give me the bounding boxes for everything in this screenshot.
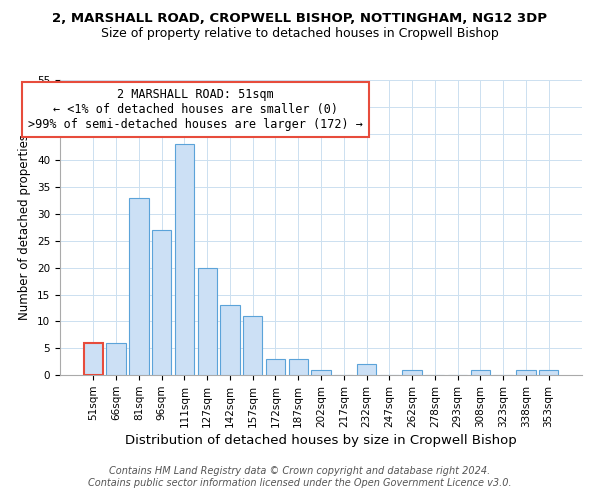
Bar xyxy=(516,370,536,375)
Bar xyxy=(197,268,217,375)
Text: Size of property relative to detached houses in Cropwell Bishop: Size of property relative to detached ho… xyxy=(101,28,499,40)
Bar xyxy=(470,370,490,375)
X-axis label: Distribution of detached houses by size in Cropwell Bishop: Distribution of detached houses by size … xyxy=(125,434,517,447)
Bar xyxy=(84,343,103,375)
Bar xyxy=(220,306,239,375)
Bar xyxy=(266,359,285,375)
Bar xyxy=(289,359,308,375)
Bar xyxy=(357,364,376,375)
Bar xyxy=(403,370,422,375)
Bar xyxy=(311,370,331,375)
Bar xyxy=(243,316,262,375)
Text: 2, MARSHALL ROAD, CROPWELL BISHOP, NOTTINGHAM, NG12 3DP: 2, MARSHALL ROAD, CROPWELL BISHOP, NOTTI… xyxy=(53,12,548,26)
Bar xyxy=(106,343,126,375)
Text: Contains HM Land Registry data © Crown copyright and database right 2024.
Contai: Contains HM Land Registry data © Crown c… xyxy=(88,466,512,487)
Bar xyxy=(129,198,149,375)
Bar xyxy=(175,144,194,375)
Bar xyxy=(152,230,172,375)
Y-axis label: Number of detached properties: Number of detached properties xyxy=(19,134,31,320)
Bar xyxy=(539,370,558,375)
Text: 2 MARSHALL ROAD: 51sqm
← <1% of detached houses are smaller (0)
>99% of semi-det: 2 MARSHALL ROAD: 51sqm ← <1% of detached… xyxy=(28,88,363,131)
